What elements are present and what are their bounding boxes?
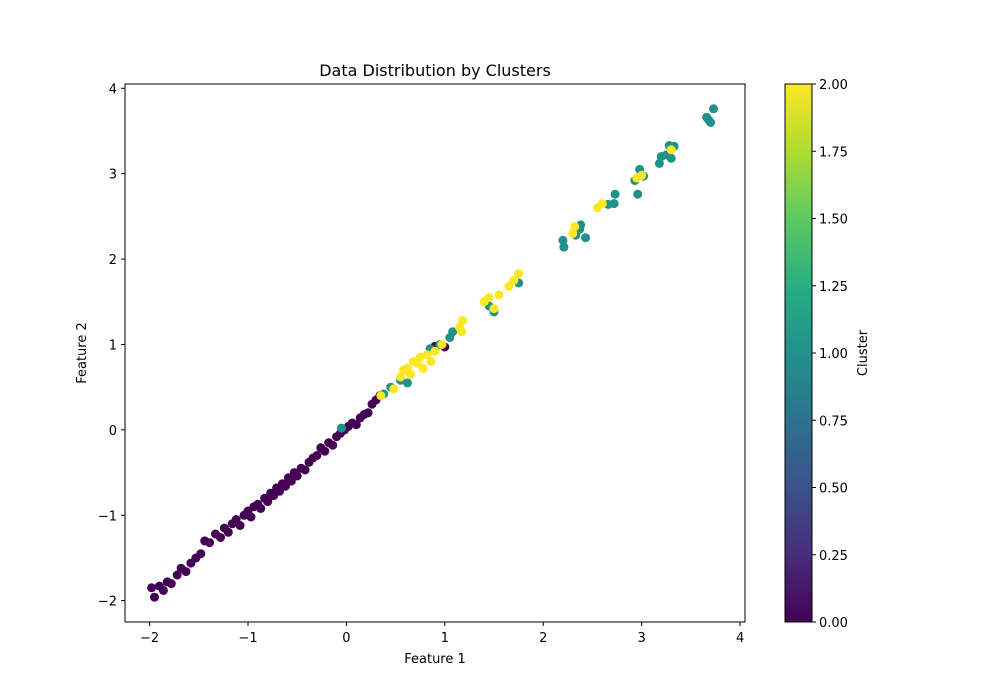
data-point [457,327,467,337]
data-point [666,145,676,155]
data-point [405,369,415,379]
colorbar-tick-label: 0.50 [819,482,848,497]
y-tick-label: −1 [98,509,117,524]
x-axis-ticks: −2 −1 0 1 2 3 4 [140,622,744,646]
x-axis-label: Feature 1 [404,652,466,667]
data-point [568,228,578,238]
data-point [246,512,256,522]
data-point [292,471,302,481]
data-point [363,408,373,418]
data-point [494,290,504,300]
data-point [256,503,266,513]
data-point [458,316,468,325]
colorbar-ticks: 0.00 0.25 0.50 0.75 1.00 1.25 1.50 1.75 2.00 [812,78,848,631]
data-point [426,357,436,366]
data-point [558,235,568,245]
data-point [666,153,676,163]
data-point [320,446,330,456]
data-point [484,293,494,302]
data-point [418,363,428,373]
data-point [415,352,425,362]
data-point [570,222,580,232]
y-tick-label: 4 [109,82,117,97]
data-point [172,570,182,580]
colorbar-label: Cluster [856,329,871,376]
colorbar-tick-label: 0.75 [819,414,848,429]
data-point [430,346,440,356]
data-point [147,583,157,593]
x-tick-label: 1 [441,631,449,646]
colorbar-tick-label: 0.00 [819,616,848,631]
scatter-points [147,104,718,602]
data-point [351,420,361,430]
colorbar-tick-label: 1.25 [819,280,848,295]
data-point [422,350,432,360]
colorbar-tick-label: 1.50 [819,213,848,228]
colorbar-tick-label: 2.00 [819,78,848,93]
data-point [205,538,215,548]
data-point [328,440,338,450]
x-tick-label: 0 [342,631,350,646]
y-axis-label: Feature 2 [75,322,90,384]
data-point [376,391,386,401]
data-point [706,117,716,127]
data-point [235,521,245,530]
data-point [166,579,176,589]
chart-title: Data Distribution by Clusters [319,61,551,80]
y-tick-label: 1 [109,338,117,353]
y-tick-label: −2 [98,595,117,610]
data-point [514,269,524,279]
data-point [402,378,412,388]
colorbar [784,83,813,623]
data-point [437,340,447,349]
data-point [709,104,718,114]
y-tick-label: 2 [109,253,117,268]
data-point [489,304,499,314]
data-point [312,451,322,460]
colorbar-tick-label: 0.25 [819,549,848,564]
data-point [337,423,346,433]
data-point [609,199,619,209]
data-point [389,384,399,394]
data-point [263,497,273,507]
colorbar-tick-label: 1.00 [819,347,848,362]
data-point [196,549,206,559]
data-point [396,372,406,382]
x-tick-label: −1 [238,631,257,646]
data-point [509,275,519,285]
data-point [223,527,233,537]
data-point [610,189,620,199]
y-tick-label: 0 [109,424,117,439]
x-tick-label: −2 [140,631,159,646]
data-point [286,476,296,486]
data-point [150,592,159,602]
y-tick-label: 3 [109,168,117,183]
colorbar-tick-label: 1.75 [819,145,848,160]
data-point [181,567,191,577]
x-tick-label: 4 [736,631,744,646]
data-point [158,585,168,595]
y-axis-ticks: −2 −1 0 1 2 3 4 [98,82,125,610]
data-point [633,189,643,199]
data-point [597,199,607,209]
data-point [280,481,290,491]
data-point [637,170,647,180]
data-point [559,242,569,252]
x-tick-label: 3 [638,631,646,646]
plot-frame [124,83,746,623]
data-point [216,533,225,542]
data-point [275,486,284,496]
data-point [504,281,514,291]
data-point [581,233,591,243]
data-point [445,333,455,343]
data-point [654,158,664,168]
data-point [300,465,310,475]
x-tick-label: 2 [539,631,547,646]
